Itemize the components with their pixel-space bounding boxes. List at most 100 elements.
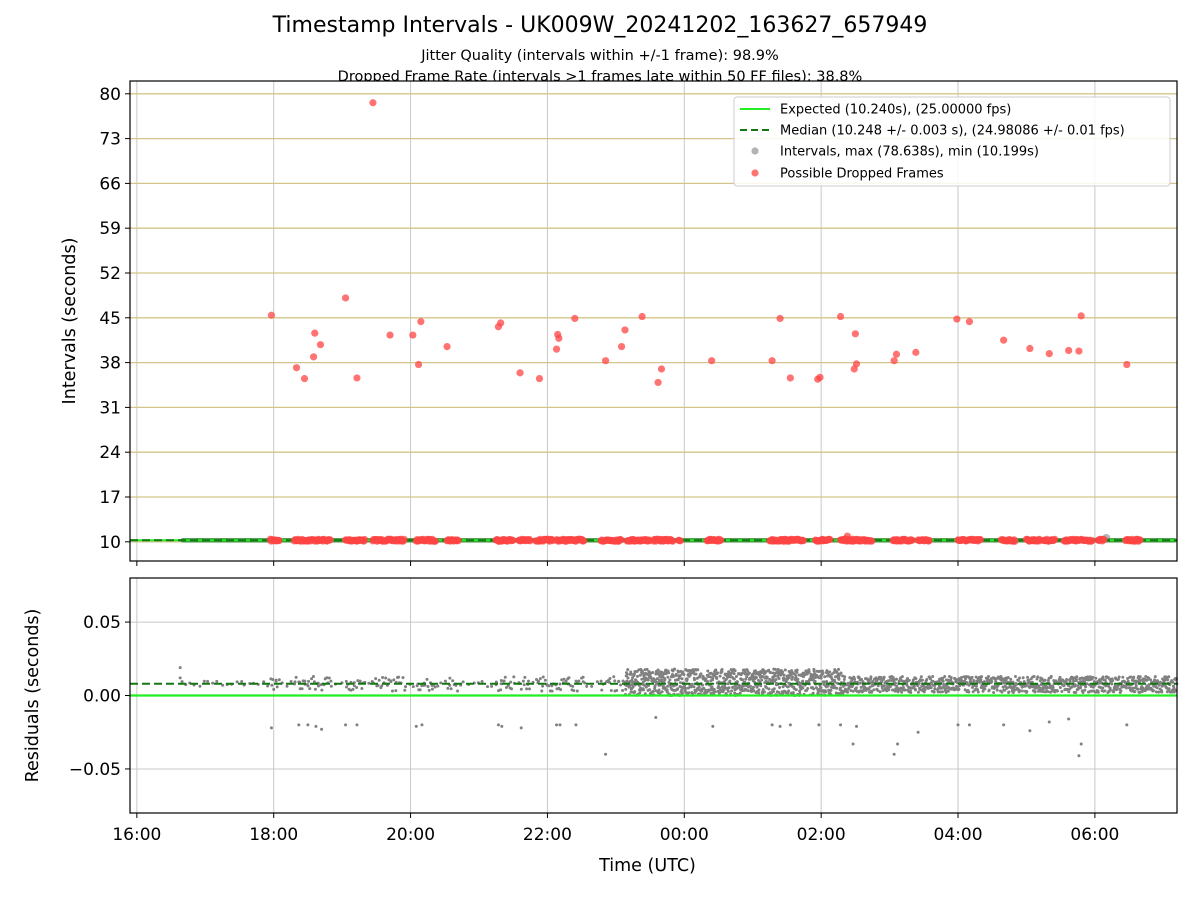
- residual-point: [941, 690, 945, 694]
- residual-point: [651, 689, 655, 693]
- residual-point: [770, 723, 774, 727]
- residual-point: [1115, 688, 1119, 692]
- residual-point: [990, 680, 994, 684]
- residual-point: [882, 684, 886, 688]
- residual-point: [762, 690, 766, 694]
- residual-point: [560, 678, 564, 682]
- intervals-ytick-label-10: 10: [99, 533, 121, 553]
- residual-point: [575, 689, 579, 693]
- residual-point: [706, 675, 710, 679]
- residual-point: [674, 673, 678, 677]
- residual-point: [1121, 675, 1125, 679]
- dropped-frame-point: [912, 348, 920, 356]
- residual-point: [1074, 678, 1078, 682]
- legend-entry-2: Intervals, max (78.638s), min (10.199s): [780, 145, 1039, 160]
- residual-point: [931, 679, 935, 683]
- residual-point: [879, 675, 883, 679]
- residual-point: [1133, 690, 1137, 694]
- xtick-label-06:00: 06:00: [1070, 825, 1119, 845]
- residual-point: [1094, 676, 1098, 680]
- residual-point: [798, 692, 802, 696]
- dropped-frame-point: [717, 536, 725, 544]
- residual-point: [1096, 690, 1100, 694]
- residual-point: [832, 684, 836, 688]
- residual-point: [773, 674, 777, 678]
- residual-point: [660, 678, 664, 682]
- residual-point: [540, 689, 544, 693]
- dropped-frame-point: [555, 334, 563, 342]
- residual-point: [377, 678, 381, 682]
- residual-point: [724, 677, 728, 681]
- residual-point: [642, 683, 646, 687]
- residual-point: [970, 675, 974, 679]
- residual-point: [1079, 742, 1083, 746]
- residual-point: [851, 689, 855, 693]
- residual-point: [900, 690, 904, 694]
- residual-point: [456, 689, 460, 693]
- residual-point: [696, 668, 700, 672]
- dropped-frame-point: [826, 535, 834, 544]
- residual-point: [692, 685, 696, 689]
- dropped-frame-point: [852, 360, 861, 368]
- residual-point: [735, 680, 739, 684]
- residual-point: [1136, 687, 1140, 691]
- residual-point: [1009, 677, 1013, 681]
- residual-point: [480, 679, 484, 683]
- chart-title: Timestamp Intervals - UK009W_20241202_16…: [272, 13, 928, 38]
- residual-point: [974, 684, 978, 688]
- dropped-frame-point: [925, 536, 933, 545]
- residual-point: [690, 682, 694, 686]
- residual-point: [859, 677, 863, 681]
- residual-point: [178, 676, 182, 680]
- residual-point: [550, 684, 554, 688]
- residual-point: [949, 678, 953, 682]
- residual-point: [418, 688, 422, 692]
- residual-point: [976, 690, 980, 694]
- residual-point: [1074, 691, 1078, 695]
- dropped-frame-point: [1088, 536, 1096, 545]
- dropped-frame-point: [571, 314, 579, 323]
- dropped-frame-point: [267, 311, 276, 319]
- residual-point: [202, 679, 206, 683]
- residual-point: [1062, 683, 1066, 687]
- residuals-frame: [129, 577, 1178, 814]
- residual-point: [558, 682, 562, 686]
- residual-point: [976, 688, 980, 692]
- residual-point: [689, 685, 693, 689]
- residual-point: [967, 683, 971, 687]
- residual-point: [644, 685, 648, 689]
- residual-point: [660, 690, 664, 694]
- residual-point: [499, 682, 503, 686]
- residual-point: [500, 724, 504, 728]
- residual-point: [655, 677, 659, 681]
- residual-point: [839, 723, 843, 727]
- residual-point: [757, 691, 761, 695]
- residual-point: [1025, 690, 1029, 694]
- dropped-frame-point: [908, 536, 916, 544]
- residual-point: [1154, 690, 1158, 694]
- residual-point: [900, 675, 904, 679]
- residual-point: [1060, 690, 1064, 694]
- dropped-frame-point: [1051, 535, 1059, 543]
- residual-point: [1073, 683, 1077, 687]
- residual-point: [523, 675, 527, 679]
- residual-point: [811, 675, 815, 679]
- residual-point: [599, 679, 603, 683]
- residual-point: [811, 691, 815, 695]
- residual-point: [869, 675, 873, 679]
- residual-point: [581, 675, 585, 679]
- residual-point: [760, 678, 764, 682]
- residual-point: [1129, 675, 1133, 679]
- residual-point: [759, 684, 763, 688]
- residual-point: [843, 675, 847, 679]
- residual-point: [1018, 689, 1022, 693]
- residual-point: [1038, 679, 1042, 683]
- residual-point: [1046, 690, 1050, 694]
- residual-point: [742, 684, 746, 688]
- residual-point: [604, 752, 608, 756]
- residual-point: [734, 675, 738, 679]
- residual-point: [178, 666, 182, 670]
- residual-point: [824, 690, 828, 694]
- residual-point: [823, 675, 827, 679]
- residual-point: [1117, 675, 1121, 679]
